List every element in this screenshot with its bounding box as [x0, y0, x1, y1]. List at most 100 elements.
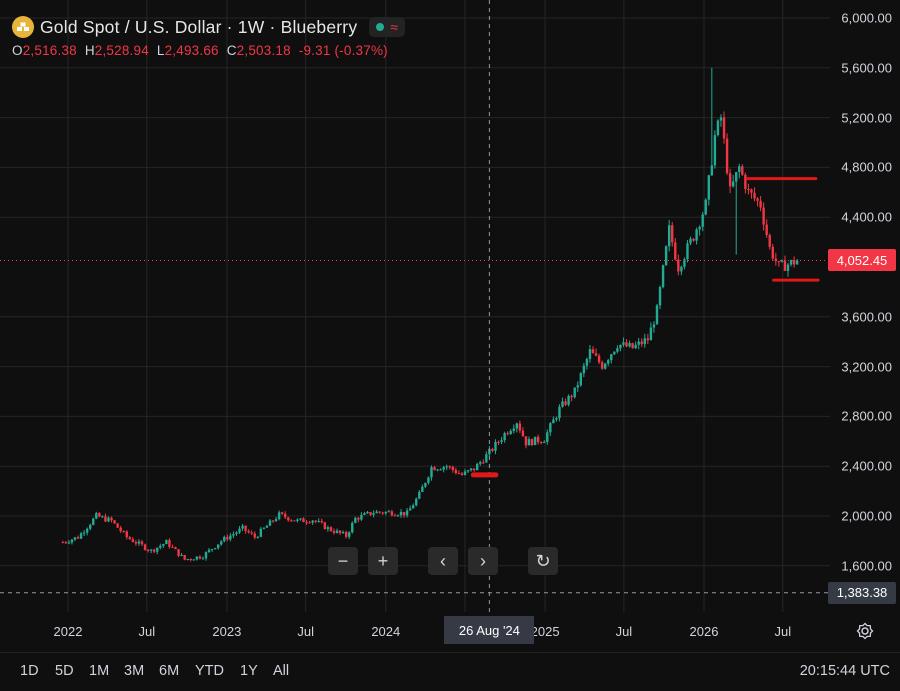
candle — [591, 346, 595, 354]
candle — [311, 519, 314, 525]
candle-body — [216, 544, 220, 549]
time-tick-label: 2022 — [53, 624, 83, 639]
candle-body — [128, 537, 132, 540]
candle — [256, 535, 259, 539]
candle-body — [64, 542, 68, 544]
candle — [756, 197, 759, 207]
clock-readout[interactable]: 20:15:44 UTC — [799, 663, 890, 679]
candle — [204, 551, 208, 561]
candle-body — [567, 395, 570, 405]
candle-body — [549, 423, 552, 433]
candle-body — [73, 537, 77, 540]
candle — [253, 531, 256, 540]
zoom-in-button[interactable]: + — [368, 547, 398, 575]
candle — [585, 357, 589, 370]
candle — [213, 547, 217, 550]
candle — [570, 394, 573, 402]
range-button-1d[interactable]: 1D — [20, 663, 39, 679]
candle-body — [152, 549, 156, 552]
candle-body — [707, 175, 710, 200]
candle — [466, 469, 470, 473]
candle — [326, 525, 330, 532]
candle-body — [667, 225, 671, 247]
candle — [613, 351, 616, 356]
price-axis[interactable]: 6,000.00 5,600.00 5,200.00 4,800.00 4,400.00… — [830, 0, 900, 612]
range-button-ytd[interactable]: YTD — [195, 663, 224, 679]
candle-body — [552, 419, 555, 424]
candle — [546, 429, 549, 445]
candle — [207, 548, 211, 553]
candle-body — [527, 439, 531, 446]
candle-body — [174, 547, 177, 550]
status-pill[interactable]: ≈ — [369, 17, 405, 37]
gold-bars-icon[interactable] — [12, 16, 34, 38]
candle-body — [533, 436, 537, 446]
candle — [146, 548, 150, 553]
candle-body — [433, 467, 436, 471]
candle-body — [92, 518, 95, 525]
candle-body — [290, 520, 293, 522]
chart-pane[interactable] — [0, 0, 830, 612]
range-button-5d[interactable]: 5D — [55, 663, 74, 679]
time-axis[interactable]: Jul 2026 Jul 2025 2024 Jul 2023 Jul 2022 26 Aug … — [0, 612, 900, 648]
chart-settings-icon[interactable] — [855, 621, 875, 641]
candle — [713, 130, 717, 169]
reset-chart-button[interactable]: ↻ — [528, 547, 558, 575]
candle-body — [774, 258, 778, 262]
candle-body — [704, 199, 707, 215]
range-button-1m[interactable]: 1M — [89, 663, 110, 679]
range-button-1y[interactable]: 1Y — [240, 663, 258, 679]
candle — [229, 533, 232, 542]
candle-body — [287, 517, 290, 521]
high-value: 2,528.94 — [94, 43, 149, 58]
candle — [649, 322, 653, 341]
candle — [597, 353, 601, 365]
candle — [192, 559, 196, 561]
candle — [795, 258, 799, 265]
candle — [107, 516, 110, 523]
scroll-right-button[interactable]: › — [468, 547, 498, 575]
candle — [64, 541, 68, 544]
candle-body — [159, 545, 162, 548]
candle — [744, 172, 747, 194]
candle — [439, 468, 442, 471]
candle-body — [314, 520, 317, 522]
candle — [366, 510, 369, 514]
candle — [576, 381, 579, 392]
candle — [143, 543, 147, 551]
candle — [396, 514, 400, 517]
candlestick-chart[interactable] — [0, 0, 830, 612]
candle-body — [594, 353, 598, 356]
range-button-3m[interactable]: 3M — [124, 663, 145, 679]
candle — [262, 527, 266, 530]
candle-body — [789, 260, 793, 265]
candle — [460, 471, 464, 476]
candle-body — [546, 432, 549, 442]
candle-body — [351, 522, 354, 533]
candle-body — [701, 214, 704, 227]
candle-body — [485, 454, 488, 463]
candle-body — [765, 224, 768, 236]
candle — [619, 344, 622, 352]
range-button-all[interactable]: All — [273, 663, 290, 679]
candle-body — [195, 556, 199, 560]
candle — [308, 520, 311, 524]
candle — [777, 260, 781, 267]
candle-body — [482, 462, 485, 464]
candle — [454, 467, 458, 475]
candle-body — [125, 531, 128, 538]
zoom-out-button[interactable]: − — [328, 547, 358, 575]
candle-body — [104, 516, 107, 522]
candle-body — [418, 491, 421, 499]
candle — [524, 436, 528, 449]
range-button-6m[interactable]: 6M — [159, 663, 180, 679]
candle-body — [293, 520, 296, 522]
candle-body — [235, 532, 238, 535]
candle-body — [607, 360, 610, 364]
candle — [177, 549, 180, 558]
candle — [235, 531, 238, 536]
scroll-left-button[interactable]: ‹ — [428, 547, 458, 575]
symbol-title[interactable]: Gold Spot / U.S. Dollar · 1W · Blueberry — [40, 16, 358, 37]
candle — [378, 511, 381, 514]
candle — [238, 526, 241, 535]
